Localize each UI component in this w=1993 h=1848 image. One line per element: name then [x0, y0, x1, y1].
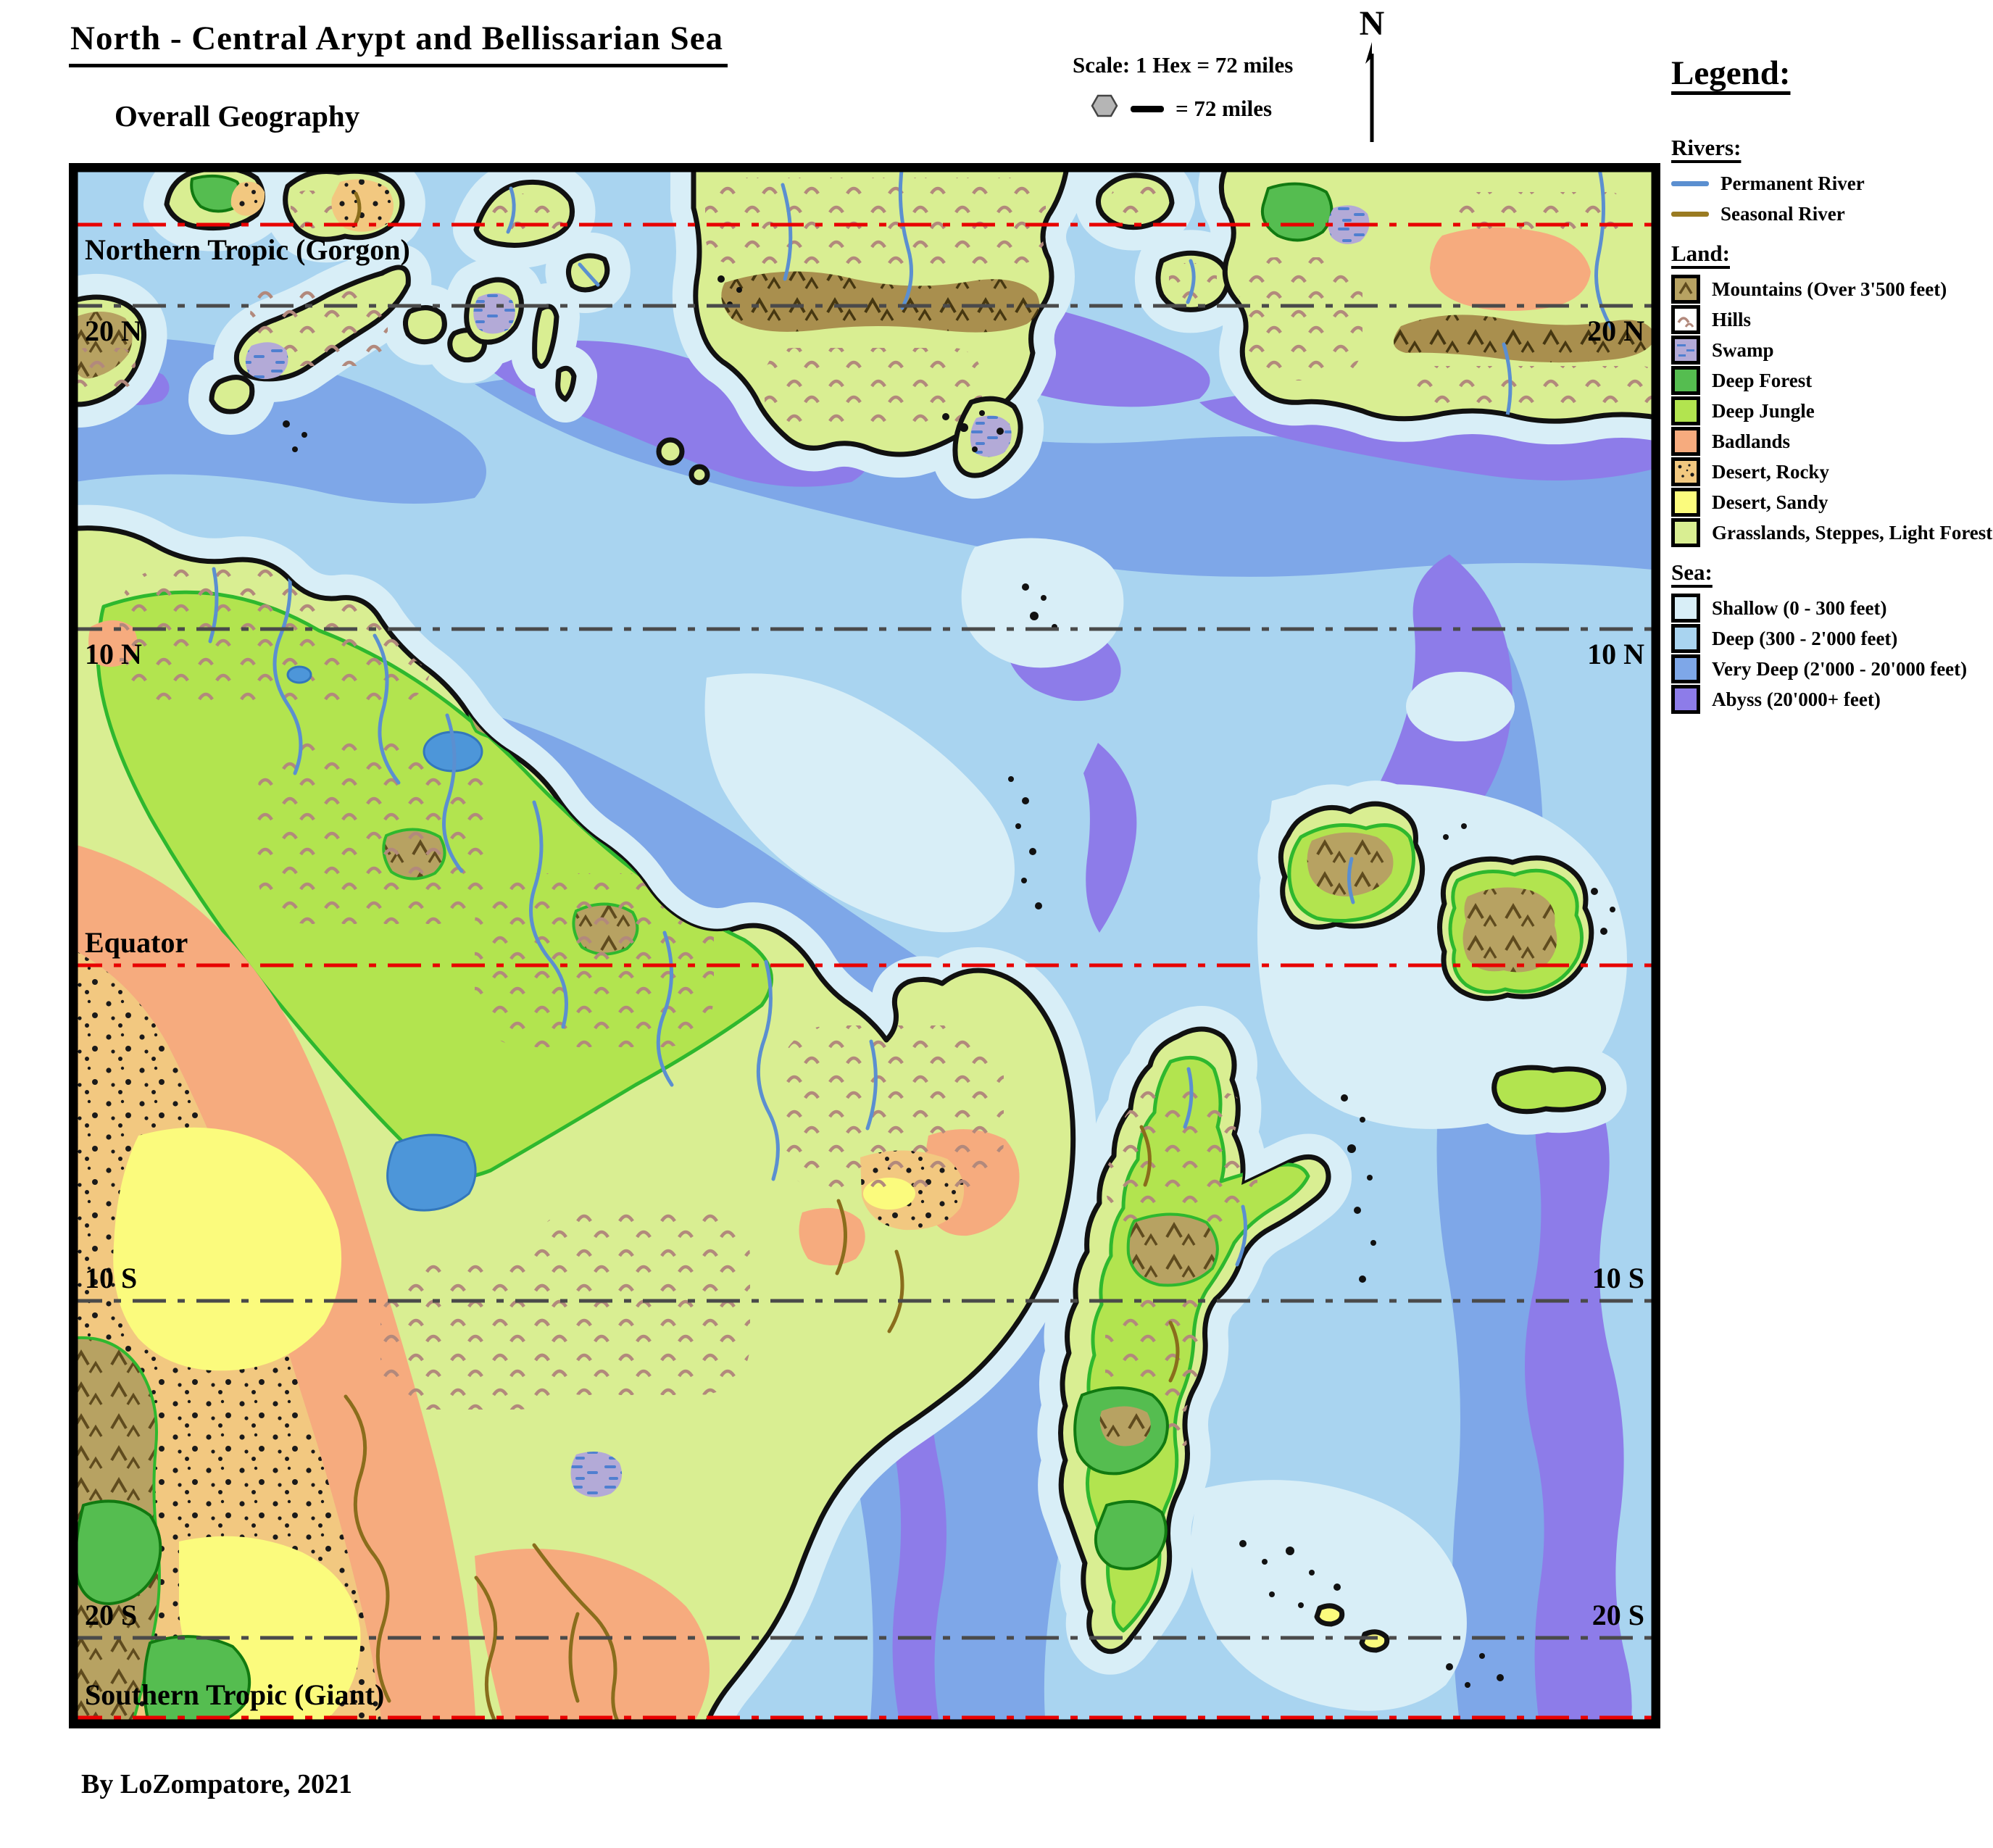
north-label: N [1359, 4, 1385, 43]
latitude-label: 10 S [85, 1262, 137, 1294]
latitude-label: 20 N [1587, 315, 1644, 347]
legend-item: Seasonal River [1671, 199, 1993, 229]
legend-item: Very Deep (2'000 - 20'000 feet) [1671, 654, 1993, 684]
legend-title: Legend: [1671, 54, 1791, 92]
latitude-label: Equator [85, 926, 188, 959]
latitude-label: 20 S [1592, 1599, 1644, 1631]
legend-color-swatch [1671, 685, 1700, 714]
legend-item: Permanent River [1671, 168, 1993, 199]
islet-dots [283, 275, 1615, 1688]
legend-color-swatch [1671, 396, 1700, 425]
rocky-desert-swatch-icon [1671, 457, 1700, 486]
north-arrow-icon [1365, 42, 1374, 142]
legend-item-label: Shallow (0 - 300 feet) [1712, 596, 1887, 619]
latitude-grid: Northern Tropic (Gorgon) 20 N 20 N 10 N 10 N… [69, 222, 1660, 1720]
legend-item-label: Grasslands, Steppes, Light Forest [1712, 521, 1993, 544]
landmasses [69, 163, 1660, 1728]
legend-color-swatch [1671, 654, 1700, 683]
legend-color-swatch [1671, 624, 1700, 653]
legend: Legend: Rivers: Permanent River Seasonal … [1671, 54, 1993, 715]
scale-indicator: Scale: 1 Hex = 72 miles = 72 miles [1052, 52, 1293, 125]
latitude-label: 10 N [85, 638, 142, 670]
latitude-label: Southern Tropic (Giant) [85, 1678, 384, 1711]
page-title: North - Central Arypt and Bellissarian S… [69, 19, 728, 67]
legend-color-swatch [1671, 427, 1700, 456]
legend-line-swatch [1671, 180, 1709, 186]
legend-item-label: Permanent River [1721, 172, 1865, 194]
legend-land-items: Mountains (Over 3'500 feet) Hills Swamp Dee… [1671, 274, 1993, 548]
legend-item-label: Abyss (20'000+ feet) [1712, 688, 1881, 710]
hexagon-icon [1090, 93, 1119, 125]
legend-item-label: Deep (300 - 2'000 feet) [1712, 627, 1898, 649]
latitude-label: 20 N [85, 315, 142, 347]
legend-item-label: Deep Jungle [1712, 399, 1815, 422]
legend-item-label: Hills [1712, 308, 1752, 330]
legend-color-swatch [1671, 594, 1700, 623]
legend-item-label: Desert, Sandy [1712, 491, 1828, 513]
legend-rivers-items: Permanent River Seasonal River [1671, 168, 1993, 229]
mountains-swatch-icon [1671, 275, 1700, 304]
latitude-label: 10 N [1587, 638, 1644, 670]
attribution: By LoZompatore, 2021 [81, 1769, 353, 1799]
legend-color-swatch [1671, 518, 1700, 547]
legend-item-label: Badlands [1712, 430, 1791, 452]
compass-rose: N [1347, 6, 1397, 147]
legend-item: Desert, Sandy [1671, 487, 1993, 517]
legend-land-title: Land: [1671, 241, 1730, 266]
legend-item-label: Desert, Rocky [1712, 460, 1829, 483]
legend-sea-items: Shallow (0 - 300 feet) Deep (300 - 2'000 … [1671, 593, 1993, 715]
legend-sea-title: Sea: [1671, 559, 1713, 585]
legend-item-label: Swamp [1712, 338, 1774, 361]
legend-item: Swamp [1671, 335, 1993, 365]
scale-text: Scale: 1 Hex = 72 miles [1073, 52, 1294, 78]
legend-item: Shallow (0 - 300 feet) [1671, 593, 1993, 623]
swamp-swatch-icon [1671, 336, 1700, 365]
legend-color-swatch [1671, 366, 1700, 395]
hex-equivalence-text: = 72 miles [1176, 96, 1273, 121]
legend-item: Deep Forest [1671, 365, 1993, 396]
legend-item: Grasslands, Steppes, Light Forest [1671, 517, 1993, 548]
legend-item: Hills [1671, 304, 1993, 335]
latitude-label: 10 S [1592, 1262, 1644, 1294]
legend-item-label: Mountains (Over 3'500 feet) [1712, 278, 1947, 300]
legend-item: Deep (300 - 2'000 feet) [1671, 623, 1993, 654]
legend-color-swatch [1671, 488, 1700, 517]
map-border [69, 163, 1660, 1728]
page-subtitle: Overall Geography [115, 99, 360, 133]
legend-item-label: Very Deep (2'000 - 20'000 feet) [1712, 657, 1968, 680]
legend-item-label: Deep Forest [1712, 369, 1813, 391]
legend-item-label: Seasonal River [1721, 202, 1845, 225]
latitude-label: 20 S [85, 1599, 137, 1631]
hills-swatch-icon [1671, 305, 1700, 334]
map-canvas: Northern Tropic (Gorgon) 20 N 20 N 10 N 10 N… [69, 163, 1660, 1728]
legend-item: Badlands [1671, 426, 1993, 457]
legend-item: Abyss (20'000+ feet) [1671, 684, 1993, 715]
scale-dash-icon [1131, 105, 1164, 112]
latitude-label: Northern Tropic (Gorgon) [85, 233, 410, 266]
legend-line-swatch [1671, 211, 1709, 217]
legend-rivers-title: Rivers: [1671, 135, 1742, 160]
legend-item: Mountains (Over 3'500 feet) [1671, 274, 1993, 304]
legend-item: Deep Jungle [1671, 396, 1993, 426]
legend-item: Desert, Rocky [1671, 457, 1993, 487]
